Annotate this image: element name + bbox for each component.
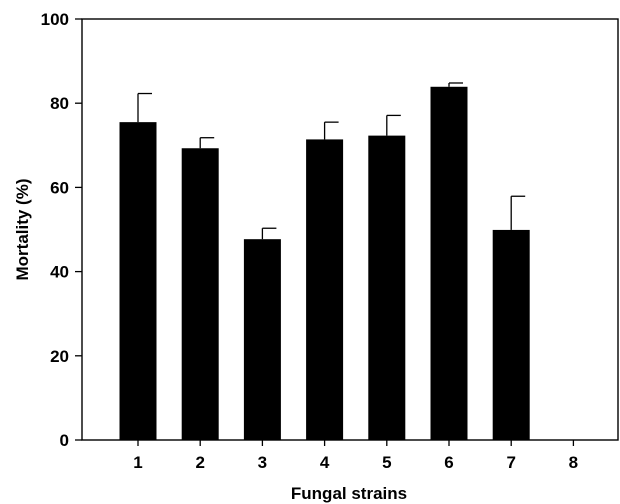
bar-1 [119,122,157,441]
y-tick-label: 60 [50,178,69,197]
bar-6 [430,86,468,440]
error-bars-group [137,82,526,240]
bar-3 [243,239,281,440]
y-axis-title: Mortality (%) [13,179,32,281]
x-tick-label: 6 [444,453,453,472]
bar-4 [306,139,344,440]
y-tick-label: 40 [50,263,69,282]
bars-group [119,86,530,441]
error-bar-3 [261,227,277,240]
x-tick-label: 7 [506,453,515,472]
x-tick-label: 3 [258,453,267,472]
error-bar-4 [323,121,339,140]
y-axis-ticks: 0 20 40 60 80 100 [41,10,82,450]
y-tick-label: 20 [50,347,69,366]
error-bar-2 [199,137,215,149]
bar-5 [368,135,406,440]
plot-area [81,18,619,441]
y-tick-label: 100 [41,10,69,29]
x-tick-label: 4 [320,453,330,472]
error-bar-1 [137,92,152,123]
error-bar-6 [448,82,463,87]
x-axis-title: Fungal strains [291,484,407,503]
bar-7 [492,229,530,440]
error-bar-7 [510,195,526,230]
plot-frame [81,18,619,441]
x-tick-label: 5 [382,453,391,472]
y-tick-label: 80 [50,94,69,113]
x-tick-label: 2 [195,453,204,472]
x-tick-label: 1 [133,453,142,472]
error-bar-5 [386,114,401,136]
x-tick-label: 8 [569,453,578,472]
bar-2 [181,148,219,440]
y-tick-label: 0 [60,431,69,450]
x-axis-ticks: 1 2 3 4 5 6 7 8 [133,440,578,472]
